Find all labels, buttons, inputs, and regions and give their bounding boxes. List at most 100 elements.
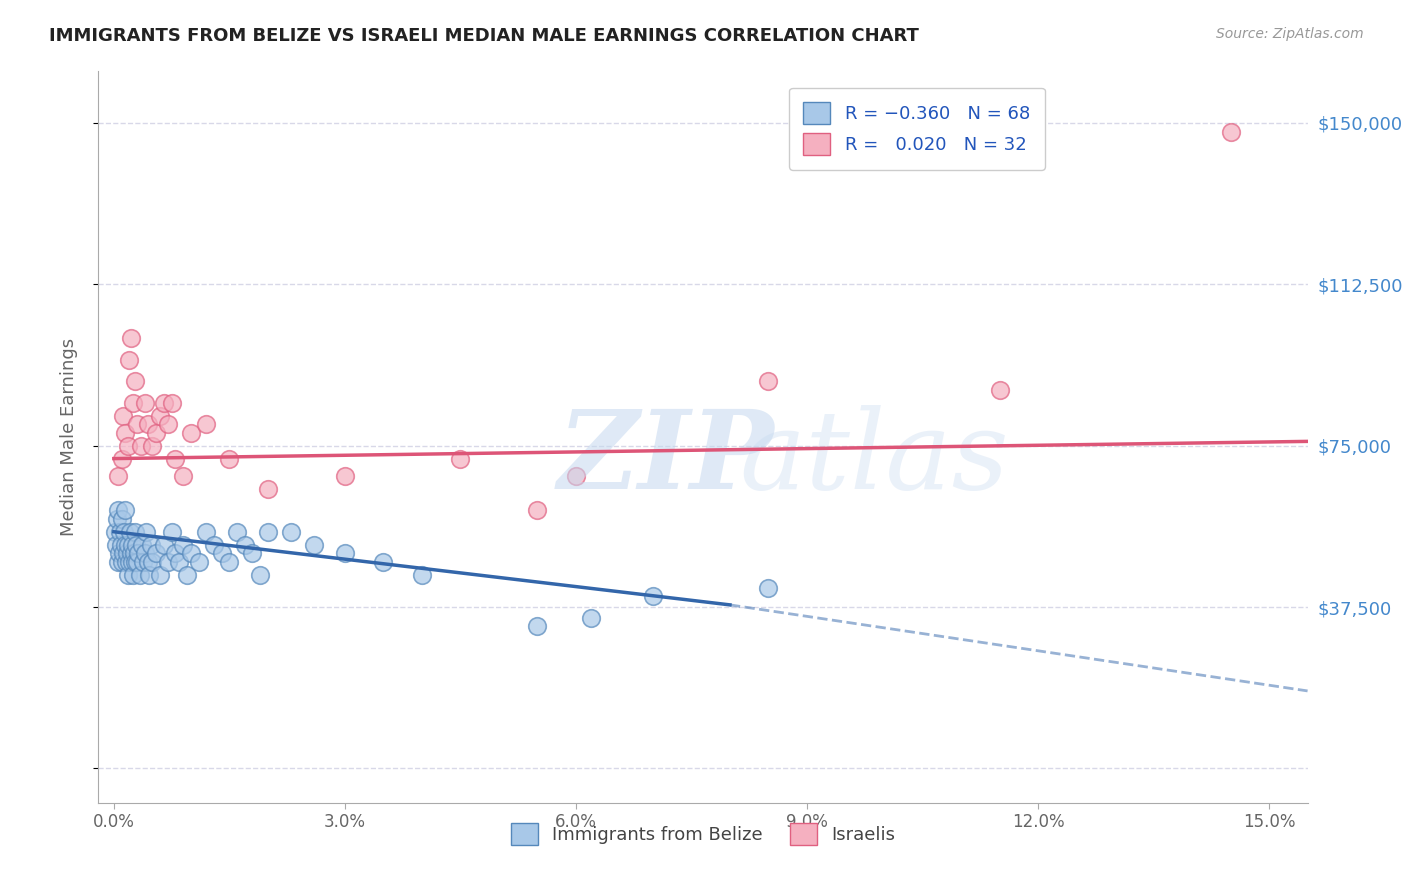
Point bbox=[104, 524, 127, 539]
Point bbox=[129, 439, 152, 453]
Point bbox=[411, 567, 433, 582]
Point bbox=[187, 555, 209, 569]
Point bbox=[526, 619, 548, 633]
Point bbox=[121, 555, 143, 569]
Point bbox=[132, 555, 155, 569]
Point bbox=[110, 512, 132, 526]
Text: ZIP: ZIP bbox=[558, 405, 775, 513]
Point bbox=[138, 417, 160, 432]
Text: atlas: atlas bbox=[740, 405, 1010, 513]
Point bbox=[107, 503, 129, 517]
Point bbox=[114, 538, 136, 552]
Point bbox=[1219, 125, 1241, 139]
Point bbox=[257, 524, 280, 539]
Point bbox=[105, 538, 128, 552]
Point bbox=[156, 417, 179, 432]
Point bbox=[114, 503, 136, 517]
Point bbox=[134, 395, 156, 409]
Point bbox=[449, 451, 471, 466]
Point bbox=[641, 589, 664, 603]
Text: Source: ZipAtlas.com: Source: ZipAtlas.com bbox=[1216, 27, 1364, 41]
Point bbox=[153, 395, 176, 409]
Point bbox=[758, 374, 780, 388]
Point bbox=[242, 546, 264, 560]
Point bbox=[333, 546, 356, 560]
Point bbox=[125, 555, 148, 569]
Point bbox=[110, 451, 132, 466]
Point bbox=[120, 331, 142, 345]
Point bbox=[160, 524, 183, 539]
Point bbox=[112, 524, 135, 539]
Point bbox=[202, 538, 225, 552]
Point bbox=[108, 546, 131, 560]
Point bbox=[115, 555, 138, 569]
Point bbox=[226, 524, 249, 539]
Point bbox=[108, 524, 131, 539]
Point bbox=[526, 503, 548, 517]
Point bbox=[218, 451, 240, 466]
Point bbox=[988, 383, 1011, 397]
Point bbox=[124, 555, 146, 569]
Point bbox=[581, 611, 603, 625]
Point bbox=[134, 546, 156, 560]
Point bbox=[160, 395, 183, 409]
Point bbox=[112, 546, 135, 560]
Point bbox=[117, 439, 139, 453]
Point bbox=[118, 555, 141, 569]
Point bbox=[169, 555, 191, 569]
Y-axis label: Median Male Earnings: Median Male Earnings bbox=[59, 338, 77, 536]
Point bbox=[145, 546, 167, 560]
Point bbox=[107, 468, 129, 483]
Point bbox=[233, 538, 256, 552]
Point bbox=[165, 451, 187, 466]
Point bbox=[125, 538, 148, 552]
Point bbox=[249, 567, 271, 582]
Point bbox=[117, 538, 139, 552]
Point bbox=[122, 546, 145, 560]
Point bbox=[117, 567, 139, 582]
Point bbox=[125, 417, 148, 432]
Point bbox=[110, 538, 132, 552]
Point bbox=[115, 546, 138, 560]
Point bbox=[124, 524, 146, 539]
Point bbox=[149, 567, 172, 582]
Point bbox=[121, 538, 143, 552]
Point bbox=[122, 395, 145, 409]
Point bbox=[758, 581, 780, 595]
Point bbox=[141, 439, 163, 453]
Point bbox=[156, 555, 179, 569]
Point bbox=[195, 524, 218, 539]
Point bbox=[373, 555, 395, 569]
Point bbox=[138, 567, 160, 582]
Point bbox=[211, 546, 233, 560]
Point bbox=[333, 468, 356, 483]
Point bbox=[107, 555, 129, 569]
Point bbox=[180, 546, 202, 560]
Point bbox=[135, 524, 157, 539]
Point bbox=[105, 512, 128, 526]
Point bbox=[120, 546, 142, 560]
Point bbox=[118, 352, 141, 367]
Point bbox=[176, 567, 198, 582]
Point bbox=[136, 555, 159, 569]
Point bbox=[180, 425, 202, 440]
Point bbox=[127, 546, 149, 560]
Point bbox=[172, 468, 194, 483]
Point bbox=[114, 425, 136, 440]
Point bbox=[218, 555, 240, 569]
Point bbox=[139, 538, 162, 552]
Point bbox=[131, 538, 153, 552]
Legend: Immigrants from Belize, Israelis: Immigrants from Belize, Israelis bbox=[503, 816, 903, 852]
Point bbox=[165, 546, 187, 560]
Point bbox=[257, 482, 280, 496]
Point bbox=[122, 567, 145, 582]
Point bbox=[565, 468, 588, 483]
Point bbox=[124, 374, 146, 388]
Point bbox=[145, 425, 167, 440]
Point bbox=[280, 524, 302, 539]
Point bbox=[111, 555, 134, 569]
Point bbox=[112, 409, 135, 423]
Point bbox=[129, 567, 152, 582]
Point bbox=[118, 524, 141, 539]
Point bbox=[141, 555, 163, 569]
